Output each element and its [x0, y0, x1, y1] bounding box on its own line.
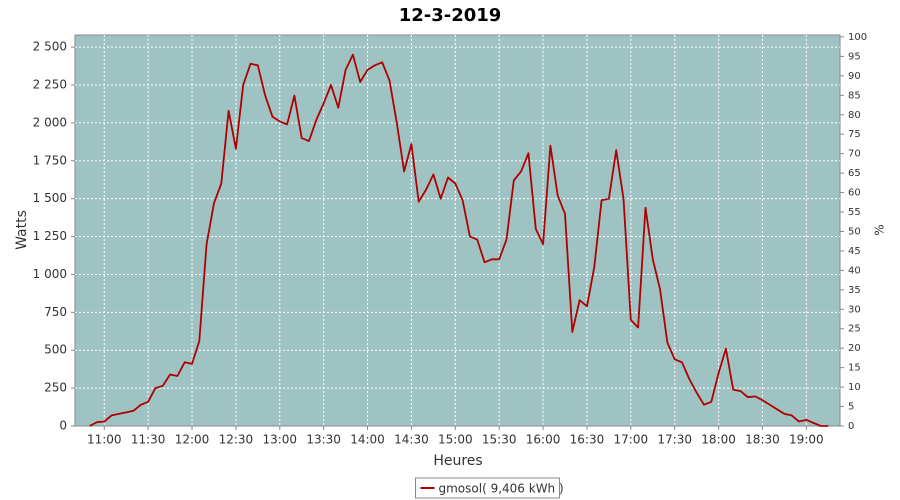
y-axis-label: Watts — [14, 210, 30, 250]
x-tick-label: 14:30 — [394, 433, 429, 447]
x-tick-label: 16:00 — [526, 433, 561, 447]
x-tick-label: 11:00 — [87, 433, 122, 447]
y2-tick-label: 70 — [848, 149, 861, 160]
y2-tick-label: 40 — [848, 265, 861, 276]
x-tick-label: 18:30 — [745, 433, 780, 447]
x-tick-label: 18:00 — [701, 433, 736, 447]
y2-tick-label: 75 — [848, 129, 861, 140]
y-tick-label: 500 — [44, 343, 67, 357]
series-line — [89, 53, 829, 427]
y-tick-label: 2 000 — [33, 115, 67, 129]
y-tick-label: 2 500 — [33, 40, 67, 54]
x-tick-label: 11:30 — [131, 433, 166, 447]
legend-label: gmosol( 9,406 kWh ) — [439, 482, 564, 496]
y2-tick-label: 50 — [848, 226, 861, 237]
x-axis-label: Heures — [433, 453, 482, 469]
y-tick-label: 750 — [44, 305, 67, 319]
x-tick-label: 15:00 — [438, 433, 473, 447]
y2-tick-label: 90 — [848, 71, 861, 82]
x-tick-label: 16:30 — [570, 433, 605, 447]
y2-tick-label: 35 — [848, 285, 861, 296]
x-tick-label: 12:00 — [175, 433, 210, 447]
y2-tick-label: 80 — [848, 110, 861, 121]
y-tick-label: 1 500 — [33, 191, 67, 205]
x-tick-label: 19:00 — [789, 433, 824, 447]
y2-tick-label: 30 — [848, 304, 861, 315]
x-tick-label: 17:00 — [614, 433, 649, 447]
y2-tick-label: 95 — [848, 51, 861, 62]
legend: gmosol( 9,406 kWh ) — [415, 477, 564, 499]
y-tick-label: 2 250 — [33, 78, 67, 92]
x-tick-label: 15:30 — [482, 433, 517, 447]
y-tick-label: 250 — [44, 381, 67, 395]
y-tick-label: 0 — [59, 419, 67, 433]
chart-title: 12-3-2019 — [399, 5, 502, 26]
x-tick-label: 12:30 — [219, 433, 254, 447]
y2-tick-label: 15 — [848, 363, 861, 374]
y2-tick-label: 45 — [848, 246, 861, 257]
x-tick-label: 13:30 — [306, 433, 341, 447]
y2-tick-label: 10 — [848, 382, 861, 393]
y2-tick-label: 0 — [848, 421, 854, 432]
y-tick-label: 1 750 — [33, 153, 67, 167]
y2-tick-label: 60 — [848, 188, 861, 199]
y-tick-label: 1 000 — [33, 267, 67, 281]
y2-axis-label: % — [873, 224, 887, 235]
y2-tick-label: 25 — [848, 324, 861, 335]
y-tick-label: 1 250 — [33, 229, 67, 243]
x-tick-label: 13:00 — [262, 433, 297, 447]
y2-tick-label: 55 — [848, 207, 861, 218]
plot-area — [74, 34, 841, 427]
y2-tick-label: 100 — [848, 32, 867, 43]
legend-box — [415, 477, 560, 499]
x-tick-label: 14:00 — [350, 433, 385, 447]
y2-tick-label: 5 — [848, 402, 854, 413]
y2-tick-label: 20 — [848, 343, 861, 354]
x-tick-label: 17:30 — [657, 433, 692, 447]
y2-tick-label: 85 — [848, 90, 861, 101]
y2-tick-label: 65 — [848, 168, 861, 179]
